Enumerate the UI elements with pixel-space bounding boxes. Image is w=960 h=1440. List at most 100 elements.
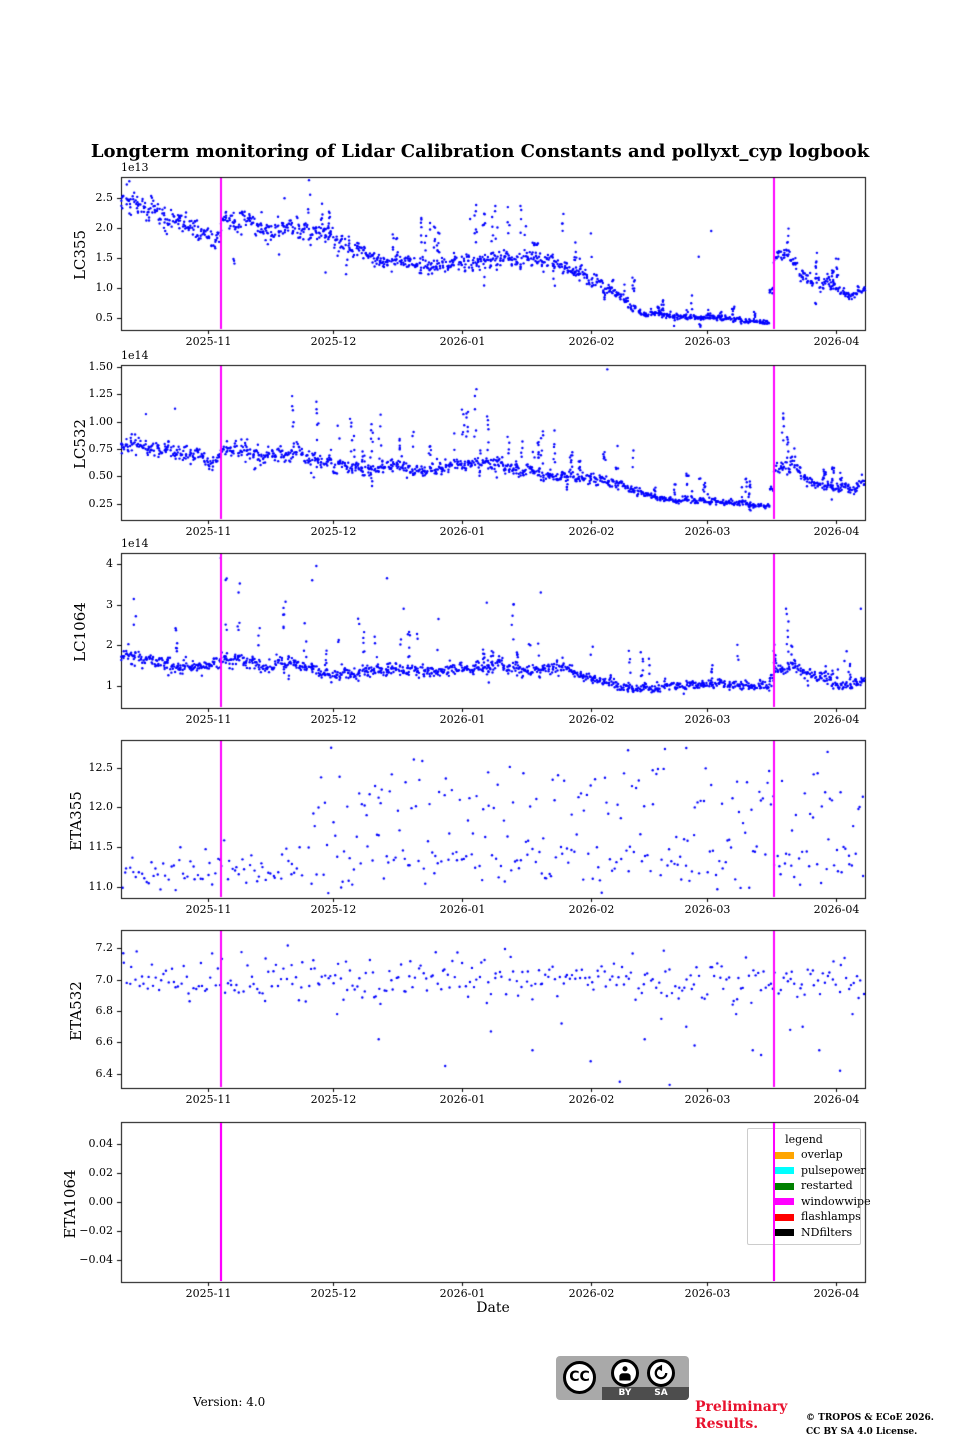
x-tick-label: 2026-01: [439, 713, 486, 726]
cc-by-person-icon: [611, 1359, 639, 1387]
x-tick-label: 2025-11: [185, 1093, 232, 1106]
x-axis-title: Date: [476, 1300, 510, 1316]
x-tick-label: 2026-03: [684, 713, 731, 726]
y-axis-label-eta355: ETA355: [67, 791, 85, 851]
event-line-windowwipe: [773, 1123, 775, 1281]
x-tick-label: 2025-12: [310, 1287, 357, 1300]
y-tick-label: 1.0: [95, 280, 114, 294]
legend-label: pulsepower: [801, 1163, 866, 1177]
x-tick-label: 2026-02: [568, 713, 615, 726]
legend-box: legend overlap pulsepower restarted wind…: [747, 1128, 871, 1245]
x-tick-label: 2025-11: [185, 1287, 232, 1300]
legend-item: overlap: [748, 1147, 860, 1163]
y-tick-label: 0.02: [88, 1165, 114, 1179]
x-tick-label: 2025-11: [185, 713, 232, 726]
legend-item: flashlamps: [748, 1209, 861, 1225]
y-tick-label: −0.04: [79, 1252, 113, 1266]
x-tick-label: 2026-04: [813, 713, 860, 726]
legend-label: windowwipe: [801, 1194, 871, 1208]
cc-by-label: BY: [618, 1388, 632, 1398]
legend-swatch-ndfilters: [774, 1229, 794, 1236]
y-tick-label: 2.5: [95, 190, 114, 204]
y-tick-label: −0.02: [79, 1223, 113, 1237]
cc-badge-strip: [602, 1387, 689, 1400]
y-tick-label: 11.5: [88, 839, 114, 853]
x-tick-label: 2025-11: [185, 335, 232, 348]
legend-swatch-restarted: [774, 1182, 794, 1190]
y-axis-label-lc1064: LC1064: [71, 602, 89, 662]
y-tick-label: 4: [106, 556, 113, 570]
x-tick-label: 2026-03: [684, 335, 731, 348]
x-tick-label: 2026-02: [568, 1287, 615, 1300]
legend-item: restarted: [748, 1178, 860, 1194]
x-tick-label: 2026-03: [684, 1093, 731, 1106]
x-tick-label: 2026-04: [813, 903, 860, 916]
event-line-windowwipe: [220, 1123, 222, 1281]
legend-label: flashlamps: [801, 1210, 861, 1223]
cc-by-sa-badge: CC BY SA: [556, 1356, 689, 1400]
y-tick-label: 0.50: [88, 468, 114, 482]
y-tick-label: 11.0: [88, 879, 114, 893]
y-tick-label: 6.8: [95, 1003, 114, 1017]
x-tick-label: 2025-12: [310, 525, 357, 538]
x-tick-label: 2026-01: [439, 1093, 486, 1106]
x-tick-label: 2026-04: [813, 335, 860, 348]
legend-label: NDfilters: [801, 1225, 853, 1239]
legend-swatch-overlap: [774, 1151, 794, 1159]
y-tick-label: 7.0: [95, 972, 114, 986]
y-tick-label: 0.25: [88, 496, 114, 510]
x-tick-label: 2026-01: [439, 903, 486, 916]
y-tick-label: 1: [106, 678, 113, 692]
x-tick-label: 2026-02: [568, 903, 615, 916]
y-tick-label: 7.2: [95, 940, 114, 954]
axis-offset-label-lc355: 1e13: [121, 161, 149, 174]
y-tick-label: 2.0: [95, 220, 114, 234]
x-tick-label: 2026-04: [813, 1287, 860, 1300]
x-tick-label: 2026-01: [439, 525, 486, 538]
y-tick-label: 6.4: [95, 1066, 114, 1080]
x-tick-label: 2025-12: [310, 903, 357, 916]
y-tick-label: 6.6: [95, 1034, 114, 1048]
y-tick-label: 12.5: [88, 760, 114, 774]
y-tick-label: 0.04: [88, 1136, 114, 1150]
x-tick-label: 2025-11: [185, 903, 232, 916]
x-tick-label: 2026-01: [439, 335, 486, 348]
legend-swatch-flashlamps: [774, 1213, 794, 1221]
x-tick-label: 2025-12: [310, 335, 357, 348]
x-tick-label: 2026-03: [684, 903, 731, 916]
x-tick-label: 2026-04: [813, 525, 860, 538]
y-tick-label: 2: [106, 637, 113, 651]
y-tick-label: 1.25: [88, 386, 114, 400]
x-tick-label: 2026-01: [439, 1287, 486, 1300]
legend-title: legend: [785, 1133, 823, 1146]
preliminary-results-text: Preliminary Results.: [695, 1399, 788, 1432]
legend-item: pulsepower: [748, 1163, 866, 1179]
axis-offset-label-lc532: 1e14: [121, 349, 149, 362]
legend-label: restarted: [801, 1179, 853, 1192]
legend-label: overlap: [801, 1148, 843, 1161]
y-tick-label: 12.0: [88, 799, 114, 813]
axis-offset-label-lc1064: 1e14: [121, 537, 149, 550]
x-tick-label: 2025-12: [310, 713, 357, 726]
cc-icon: CC: [563, 1361, 596, 1394]
x-tick-label: 2026-03: [684, 525, 731, 538]
y-tick-label: 1.00: [88, 414, 114, 428]
y-tick-label: 1.50: [88, 359, 114, 373]
x-tick-label: 2026-02: [568, 1093, 615, 1106]
cc-sa-arrow-icon: [647, 1359, 675, 1387]
x-tick-label: 2026-02: [568, 335, 615, 348]
y-tick-label: 3: [106, 597, 113, 611]
legend-item: NDfilters: [748, 1225, 860, 1241]
x-tick-label: 2026-04: [813, 1093, 860, 1106]
y-tick-label: 0.75: [88, 441, 114, 455]
copyright-line1: © TROPOS & ECoE 2026.: [806, 1413, 934, 1423]
x-tick-label: 2026-03: [684, 1287, 731, 1300]
y-tick-label: 1.5: [95, 250, 114, 264]
version-text: Version: 4.0: [193, 1395, 266, 1409]
copyright-text: © TROPOS & ECoE 2026. CC BY SA 4.0 Licen…: [806, 1412, 934, 1440]
legend-swatch-windowwipe: [774, 1198, 794, 1205]
x-tick-label: 2026-02: [568, 525, 615, 538]
x-tick-label: 2025-12: [310, 1093, 357, 1106]
legend-item: windowwipe: [748, 1194, 871, 1210]
